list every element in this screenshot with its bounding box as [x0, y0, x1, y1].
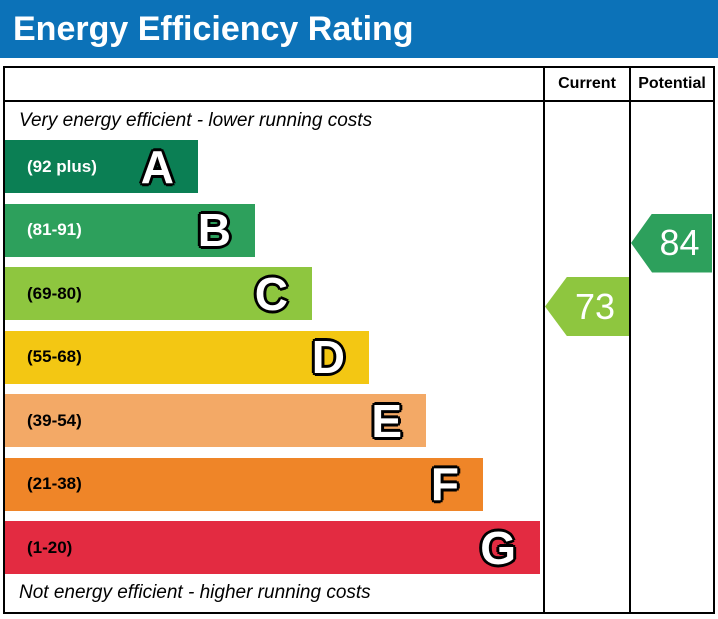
- band-F-letter: F: [430, 458, 459, 510]
- band-D-letter: D: [311, 331, 345, 383]
- band-B-letter: B: [197, 204, 231, 256]
- bottom-note: Not energy efficient - higher running co…: [19, 582, 371, 603]
- band-B: (81-91) B: [5, 203, 255, 257]
- potential-column-divider: [629, 68, 631, 612]
- band-C: (69-80) C: [5, 267, 312, 320]
- potential-rating-arrow: 84: [631, 213, 712, 273]
- header-row-divider: [5, 100, 713, 102]
- band-F: (21-38) F: [5, 457, 483, 511]
- chart-title-banner: Energy Efficiency Rating: [0, 0, 718, 58]
- band-E-letter: E: [371, 394, 402, 447]
- band-G-letter: G: [480, 521, 516, 574]
- band-C-letter: C: [254, 267, 288, 320]
- current-rating-value: 73: [574, 285, 616, 327]
- band-B-range: (81-91): [27, 220, 82, 239]
- band-C-range: (69-80): [27, 283, 82, 303]
- current-column-divider: [543, 68, 545, 612]
- potential-rating-value: 84: [659, 222, 700, 263]
- rating-table: Current Potential Very energy efficient …: [3, 66, 715, 614]
- band-A: (92 plus) A: [5, 140, 198, 193]
- band-A-range: (92 plus): [27, 156, 97, 176]
- chart-title: Energy Efficiency Rating: [13, 9, 414, 48]
- band-E-range: (39-54): [27, 410, 82, 430]
- current-column-header: Current: [558, 75, 616, 92]
- band-D: (55-68) D: [5, 330, 369, 384]
- band-G-range: (1-20): [27, 537, 73, 557]
- band-D-range: (55-68): [27, 347, 82, 366]
- potential-column-header: Potential: [638, 75, 706, 92]
- band-F-range: (21-38): [27, 474, 82, 493]
- band-E: (39-54) E: [5, 394, 426, 447]
- top-note: Very energy efficient - lower running co…: [19, 110, 373, 131]
- band-A-letter: A: [140, 140, 174, 193]
- band-G: (1-20) G: [5, 521, 540, 574]
- current-rating-arrow: 73: [545, 277, 629, 336]
